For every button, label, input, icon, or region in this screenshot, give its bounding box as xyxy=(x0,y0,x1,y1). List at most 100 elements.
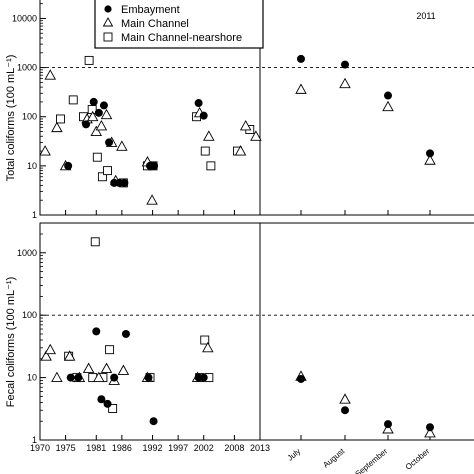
xtick-label-month: September xyxy=(354,446,390,474)
total-point-main-channel xyxy=(239,119,252,131)
fecal-point-embayment xyxy=(384,420,392,429)
fecal-point-embayment xyxy=(110,373,119,382)
fecal-point-main-channel xyxy=(424,426,436,438)
fecal-point-embayment xyxy=(74,373,83,382)
total-point-main-channel xyxy=(51,121,63,133)
total-ytick-label: 1000 xyxy=(17,63,37,73)
total-point-nearshore xyxy=(84,55,94,65)
fecal-point-embayment xyxy=(92,327,101,336)
total-point-embayment xyxy=(341,60,349,69)
total-point-embayment xyxy=(297,54,305,63)
legend-marker-main-channel xyxy=(102,17,114,27)
total-point-nearshore xyxy=(92,152,102,162)
total-point-nearshore xyxy=(206,161,216,171)
xtick-label-month: August xyxy=(321,446,346,469)
total-point-main-channel xyxy=(382,100,394,112)
total-point-main-channel xyxy=(44,69,56,80)
total-point-embayment xyxy=(150,161,159,170)
chart-panels xyxy=(39,0,474,441)
xtick-label-year: 1986 xyxy=(112,443,132,453)
total-point-embayment xyxy=(82,120,91,129)
fecal-point-embayment xyxy=(103,399,112,408)
fecal-point-embayment xyxy=(66,373,75,382)
total-point-main-channel xyxy=(203,130,215,141)
total-ytick-label: 10000 xyxy=(12,13,37,23)
total-point-nearshore xyxy=(68,95,78,105)
fecal-point-main-channel xyxy=(117,364,130,375)
legend-label-nearshore: Main Channel-nearshore xyxy=(121,32,242,44)
fecal-ytick-label: 1000 xyxy=(17,248,37,258)
total-coliforms-ylabel: Total coliforms (100 mL⁻¹) xyxy=(5,55,17,182)
xtick-label-year: 1970 xyxy=(30,443,50,453)
fecal-point-nearshore xyxy=(200,335,210,345)
xtick-label-year: 2008 xyxy=(224,443,244,453)
fecal-point-embayment xyxy=(144,373,153,382)
xtick-label-year: 1975 xyxy=(56,443,76,453)
total-point-embayment xyxy=(426,149,434,158)
total-point-embayment xyxy=(94,108,103,117)
total-point-nearshore xyxy=(103,166,112,176)
total-point-embayment xyxy=(105,138,114,147)
total-point-main-channel xyxy=(86,110,99,122)
xtick-label-year: 1992 xyxy=(143,443,163,453)
total-point-main-channel xyxy=(90,125,103,136)
legend: Embayment Main Channel Main Channel-near… xyxy=(94,0,264,49)
fecal-point-embayment xyxy=(97,395,106,404)
total-point-embayment xyxy=(64,161,73,170)
axis-tick-labels: 1 10 100 1000 10000 1 10 100 1000 1970 1975 1981 198… xyxy=(12,13,432,474)
fecal-ytick-label: 100 xyxy=(22,310,37,320)
legend-marker-embayment xyxy=(104,5,112,13)
fecal-point-main-channel xyxy=(51,371,63,383)
total-ytick-label: 10 xyxy=(27,161,37,171)
total-point-main-channel xyxy=(95,119,108,131)
total-point-main-channel xyxy=(424,154,436,165)
fecal-point-main-channel xyxy=(63,350,76,361)
total-point-nearshore xyxy=(200,146,210,156)
fecal-point-embayment xyxy=(426,423,434,432)
xtick-label-year: 2002 xyxy=(194,443,214,453)
total-point-main-channel xyxy=(146,194,158,205)
fecal-point-nearshore xyxy=(105,345,115,355)
fecal-coliforms-ylabel: Fecal coliforms (100 mL⁻¹) xyxy=(5,277,17,408)
fecal-ytick-label: 1 xyxy=(32,435,37,445)
fecal-point-main-channel xyxy=(93,371,105,383)
total-point-nearshore xyxy=(97,172,107,182)
total-point-main-channel xyxy=(116,140,128,151)
fecal-frame xyxy=(39,222,474,441)
total-point-embayment xyxy=(120,178,129,187)
fecal-point-nearshore xyxy=(90,237,100,247)
fecal-point-embayment xyxy=(149,417,158,426)
total-point-main-channel xyxy=(295,83,307,94)
fecal-point-embayment xyxy=(199,373,208,382)
fecal-point-main-channel xyxy=(44,343,56,355)
xtick-label-year: 1997 xyxy=(168,443,188,453)
total-point-embayment xyxy=(199,111,208,120)
legend-label-embayment: Embayment xyxy=(121,4,180,16)
total-point-embayment xyxy=(194,99,203,108)
total-point-main-channel xyxy=(339,77,351,89)
total-ytick-label: 1 xyxy=(32,210,37,220)
total-point-main-channel xyxy=(39,145,51,156)
fecal-point-main-channel xyxy=(202,341,214,353)
total-ytick-label: 100 xyxy=(22,112,37,122)
fecal-point-main-channel xyxy=(100,362,113,373)
legend-label-main-channel: Main Channel xyxy=(121,18,189,30)
fecal-point-nearshore xyxy=(108,404,118,413)
fecal-point-main-channel xyxy=(82,362,95,373)
total-point-embayment xyxy=(89,97,98,106)
fecal-point-main-channel xyxy=(40,350,52,361)
xtick-label-year: 1981 xyxy=(86,443,106,453)
total-point-embayment xyxy=(99,101,108,110)
fecal-point-embayment xyxy=(341,406,349,415)
total-point-main-channel xyxy=(100,108,113,120)
total-point-main-channel xyxy=(250,130,262,141)
fecal-point-embayment xyxy=(121,329,130,338)
xtick-label-year: 2013 xyxy=(250,443,270,453)
legend-box xyxy=(94,0,264,49)
xtick-label-month: July xyxy=(286,447,303,463)
fecal-point-main-channel xyxy=(382,423,394,434)
fecal-ytick-label: 10 xyxy=(27,373,37,383)
total-point-main-channel xyxy=(234,145,247,156)
xtick-label-month: October xyxy=(404,446,432,471)
